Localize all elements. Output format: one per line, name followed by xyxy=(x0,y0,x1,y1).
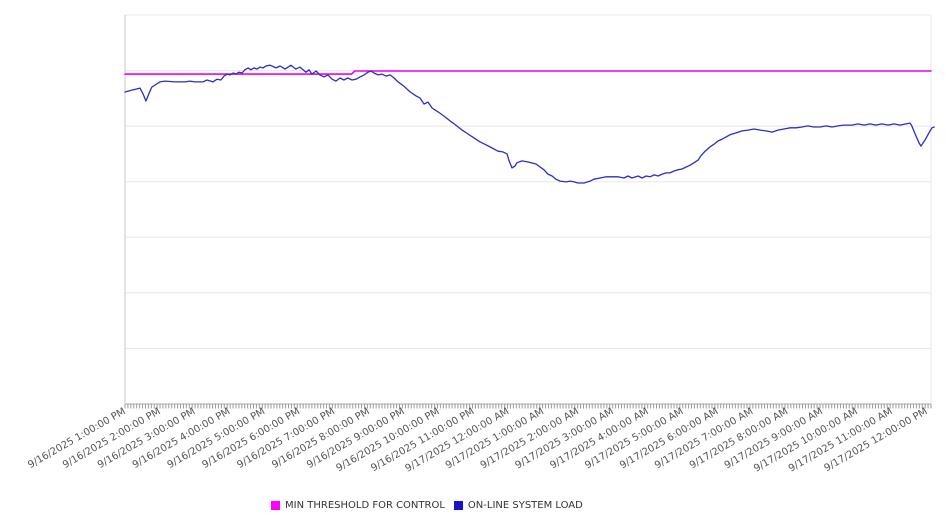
legend-label-online-system-load: ON-LINE SYSTEM LOAD xyxy=(467,499,583,511)
legend-swatch-min-threshold-icon xyxy=(271,500,280,510)
legend-label-min-threshold: MIN THRESHOLD FOR CONTROL xyxy=(285,499,445,511)
legend: MIN THRESHOLD FOR CONTROL ON-LINE SYSTEM… xyxy=(271,498,583,512)
system-load-line xyxy=(124,64,935,184)
legend-item-online-system-load[interactable]: ON-LINE SYSTEM LOAD xyxy=(453,499,583,511)
legend-swatch-online-system-load-icon xyxy=(453,500,463,510)
threshold-line xyxy=(124,70,932,75)
legend-item-min-threshold[interactable]: MIN THRESHOLD FOR CONTROL xyxy=(271,500,445,511)
